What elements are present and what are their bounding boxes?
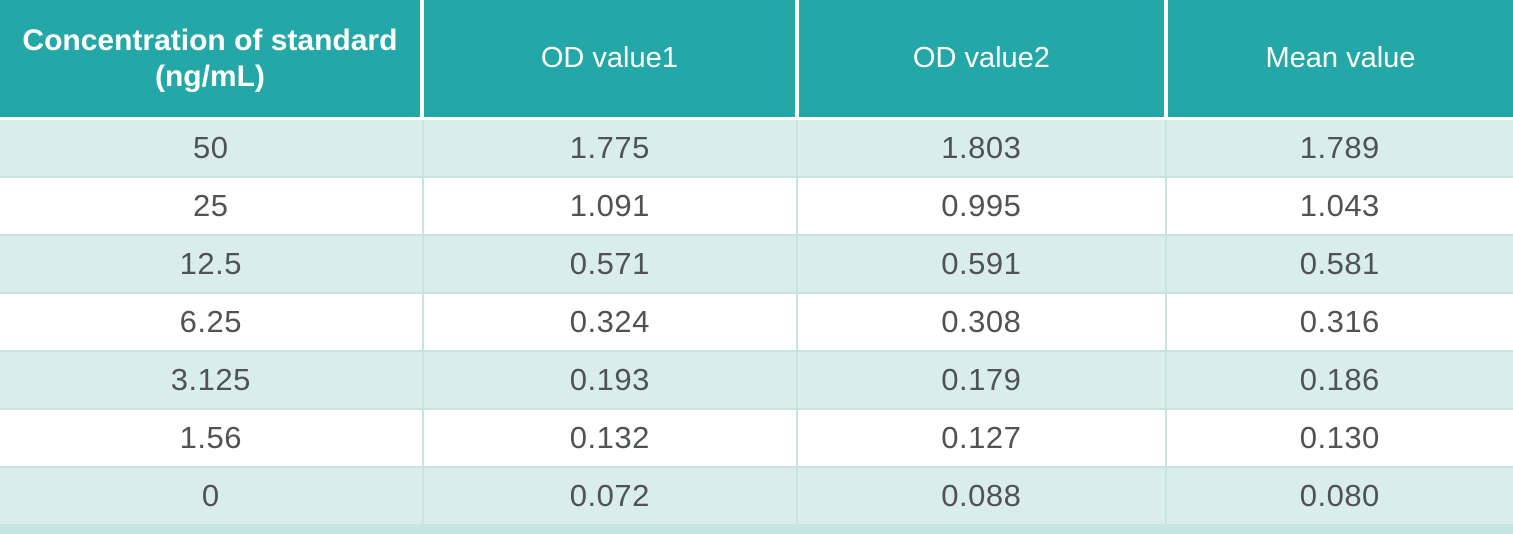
column-header-od-value2: OD value2 xyxy=(798,0,1164,117)
table-cell: 0.132 xyxy=(423,410,797,466)
table-cell: 0.179 xyxy=(798,352,1165,408)
table-cell: 0.193 xyxy=(423,352,797,408)
table-cell: 3.125 xyxy=(0,352,422,408)
table-row: 12.5 0.571 0.591 0.581 xyxy=(0,236,1513,292)
table-cell: 0.995 xyxy=(798,178,1165,234)
table-cell: 1.775 xyxy=(423,120,797,176)
table-cell: 12.5 xyxy=(0,236,422,292)
table-cell: 50 xyxy=(0,120,422,176)
table-cell: 6.25 xyxy=(0,294,422,350)
table-row: 25 1.091 0.995 1.043 xyxy=(0,178,1513,234)
table-row: 3.125 0.193 0.179 0.186 xyxy=(0,352,1513,408)
table-cell: 1.789 xyxy=(1166,120,1513,176)
column-header-mean-value: Mean value xyxy=(1167,0,1513,117)
table-cell: 0.186 xyxy=(1166,352,1513,408)
table-cell: 0.324 xyxy=(423,294,797,350)
table-cell: 1.803 xyxy=(798,120,1165,176)
table-row: 0 0.072 0.088 0.080 xyxy=(0,468,1513,524)
table-row: 6.25 0.324 0.308 0.316 xyxy=(0,294,1513,350)
table-header-row: Concentration of standard (ng/mL) OD val… xyxy=(0,0,1513,117)
table-cell: 0.127 xyxy=(798,410,1165,466)
table-cell: 0.080 xyxy=(1166,468,1513,524)
table-cell: 0 xyxy=(0,468,422,524)
table-body: 50 1.775 1.803 1.789 25 1.091 0.995 1.043 12.5 0.… xyxy=(0,120,1513,534)
table-cell: 1.043 xyxy=(1166,178,1513,234)
table-cell: 1.091 xyxy=(423,178,797,234)
table-row: 1.56 0.132 0.127 0.130 xyxy=(0,410,1513,466)
table-cell: 0.316 xyxy=(1166,294,1513,350)
column-header-concentration: Concentration of standard (ng/mL) xyxy=(0,0,420,117)
table-cell: 0.591 xyxy=(798,236,1165,292)
table-cell: 0.088 xyxy=(798,468,1165,524)
table-row: 50 1.775 1.803 1.789 xyxy=(0,120,1513,176)
column-header-concentration-line1: Concentration of standard xyxy=(22,24,398,58)
column-header-od-value1: OD value1 xyxy=(423,0,795,117)
column-header-concentration-line2: (ng/mL) xyxy=(154,59,265,93)
table-cell: 25 xyxy=(0,178,422,234)
table-cell: 0.130 xyxy=(1166,410,1513,466)
table-cell: 0.571 xyxy=(423,236,797,292)
table-cell: 0.308 xyxy=(798,294,1165,350)
table-cell: 1.56 xyxy=(0,410,422,466)
table-cell: 0.581 xyxy=(1166,236,1513,292)
table-cell: 0.072 xyxy=(423,468,797,524)
